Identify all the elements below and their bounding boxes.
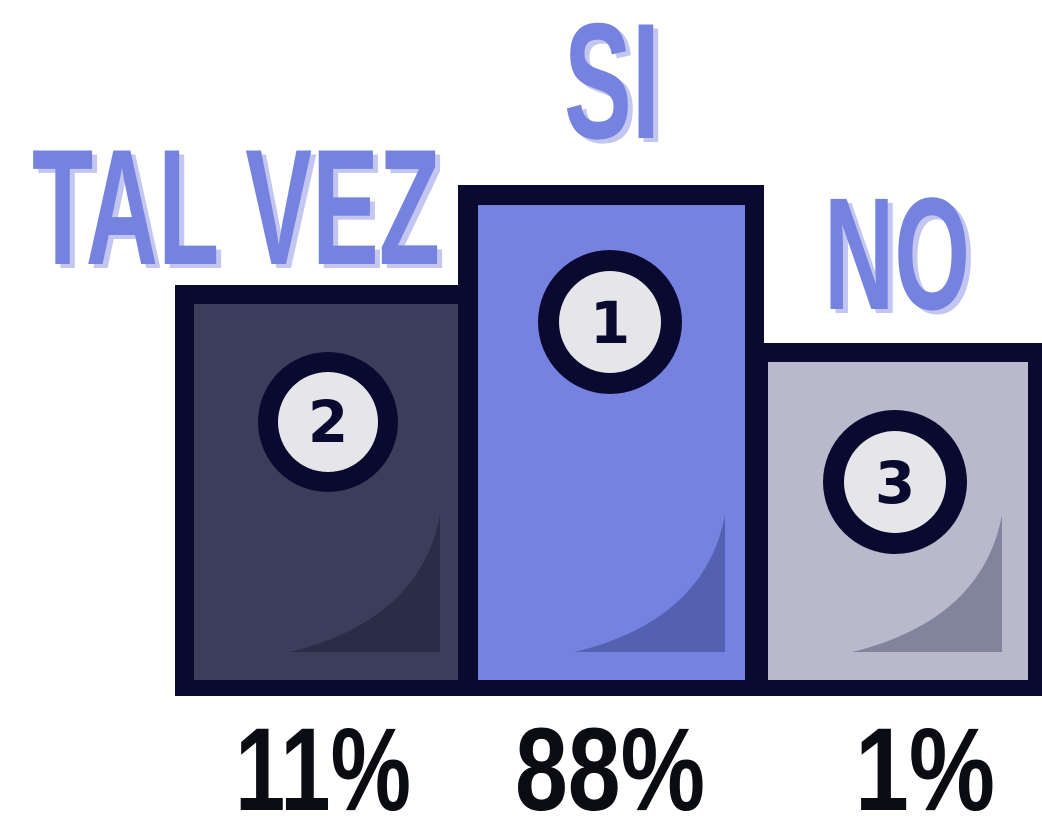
corner-shade bbox=[852, 515, 1002, 652]
label-shadow: TAL VEZ bbox=[37, 119, 445, 303]
label-shadow: SI bbox=[569, 0, 665, 177]
percent-label: 1% bbox=[855, 704, 995, 816]
podium-label: NO bbox=[824, 164, 970, 343]
badge-face bbox=[278, 372, 378, 472]
badge-face bbox=[844, 431, 946, 533]
badge-face bbox=[559, 271, 661, 373]
podium-label: SI bbox=[564, 0, 660, 173]
label-shadow: NO bbox=[829, 168, 975, 347]
label-shadows: TAL VEZ SI NO bbox=[37, 0, 975, 347]
percent-label: 11% bbox=[235, 704, 411, 816]
rank-number: 1 bbox=[590, 289, 630, 357]
podium-label: TAL VEZ bbox=[32, 115, 440, 299]
rank-number: 2 bbox=[308, 388, 348, 456]
rank-number: 3 bbox=[875, 449, 915, 517]
percent-label: 88% bbox=[515, 704, 705, 816]
corner-shade bbox=[575, 515, 725, 652]
rank-badges: 2 1 3 bbox=[258, 250, 967, 554]
corner-shade bbox=[290, 515, 440, 652]
